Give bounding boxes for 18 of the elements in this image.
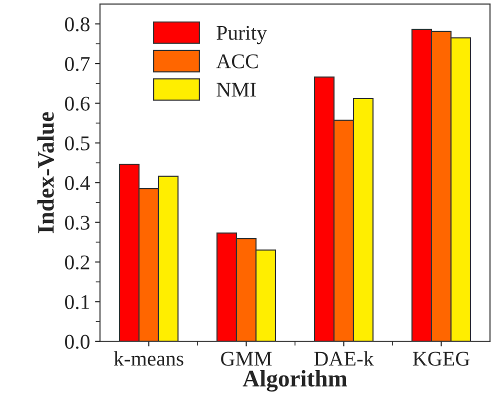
x-tick-label: k-means [114,351,184,366]
x-tick-label: KGEG [412,352,470,366]
y-tick-label: 0.7 [65,56,90,72]
y-tick-label: 0.4 [65,176,90,190]
x-axis-title: Algorithm [242,370,348,392]
legend-label: NMI [216,82,256,97]
y-tick-label: 0.2 [65,255,90,270]
y-tick-label: 0.0 [65,334,90,349]
legend-label: Purity [216,26,267,44]
x-tick-label: DAE-k [314,351,374,366]
y-tick-label: 0.1 [65,295,90,310]
legend-label: ACC [216,54,258,68]
y-axis-title: Index-Value [37,112,54,234]
y-tick-label: 0.8 [65,17,90,32]
y-tick-label: 0.5 [65,136,90,150]
y-tick-label: 0.6 [65,96,90,111]
y-tick-label: 0.3 [65,216,90,230]
x-tick-label: GMM [221,352,272,366]
